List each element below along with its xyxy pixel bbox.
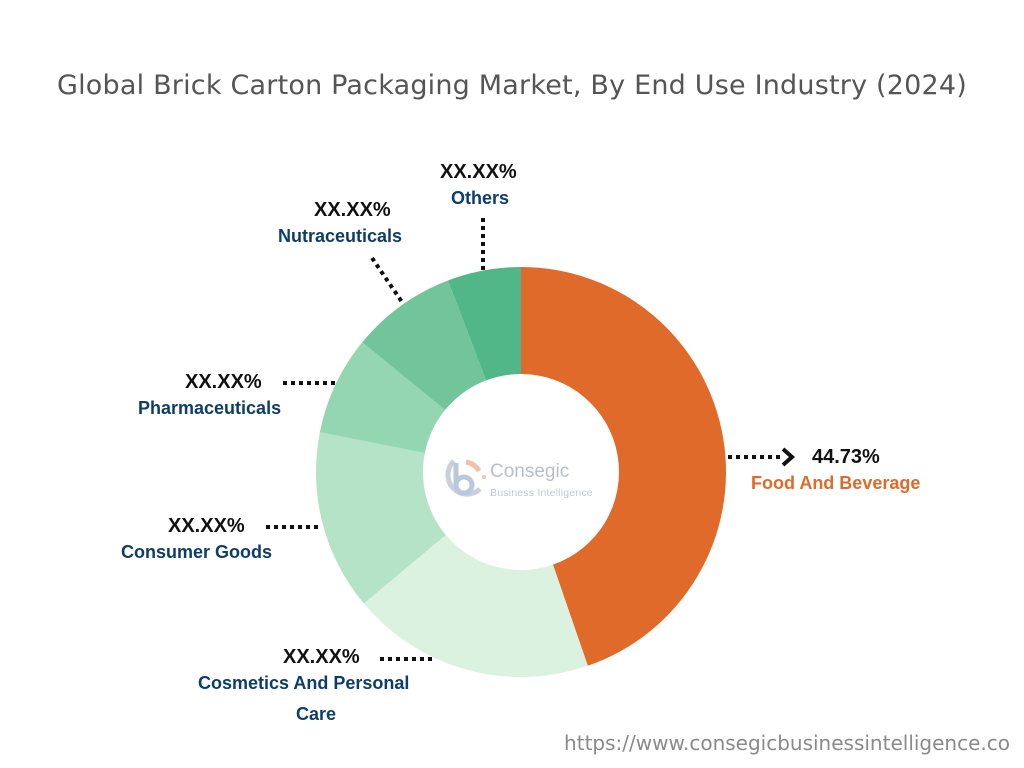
watermark-sub: Business Intelligence (490, 487, 593, 499)
consegic-watermark: Consegic Business Intelligence (440, 455, 610, 505)
label-food-name: Food And Beverage (751, 473, 921, 493)
label-nutra-name: Nutraceuticals (278, 226, 403, 246)
label-food-pct: 44.73% (812, 446, 880, 468)
slice-food-and-beverage (521, 267, 727, 666)
consegic-logo-icon (445, 459, 486, 497)
chart-title: Global Brick Carton Packaging Market, By… (56, 70, 968, 101)
leader-nutra (370, 256, 404, 304)
label-nutra-pct: XX.XX% (314, 199, 391, 221)
arrow-head-icon (781, 447, 796, 467)
label-cosmetics-name: Cosmetics And Personal (198, 673, 410, 693)
label-cosmetics-name-2: Care (296, 704, 337, 724)
label-others-name: Others (451, 188, 510, 208)
source-url: https://www.consegicbusinessintelligence… (564, 731, 1010, 755)
label-consumer-name: Consumer Goods (121, 542, 273, 562)
label-others-pct: XX.XX% (440, 161, 517, 183)
slice-pharmaceuticals (319, 342, 446, 453)
label-pharma-name: Pharmaceuticals (138, 398, 282, 418)
label-consumer-pct: XX.XX% (168, 515, 245, 537)
donut-slices (316, 267, 727, 677)
label-pharma-pct: XX.XX% (185, 371, 262, 393)
leader-lines (266, 218, 796, 661)
slice-others (447, 267, 521, 381)
slice-nutraceuticals (362, 280, 487, 410)
label-cosmetics-pct: XX.XX% (283, 646, 360, 668)
watermark-brand: Consegic (490, 461, 570, 482)
slice-cosmetics (363, 534, 588, 677)
slice-consumer-goods (316, 432, 446, 604)
